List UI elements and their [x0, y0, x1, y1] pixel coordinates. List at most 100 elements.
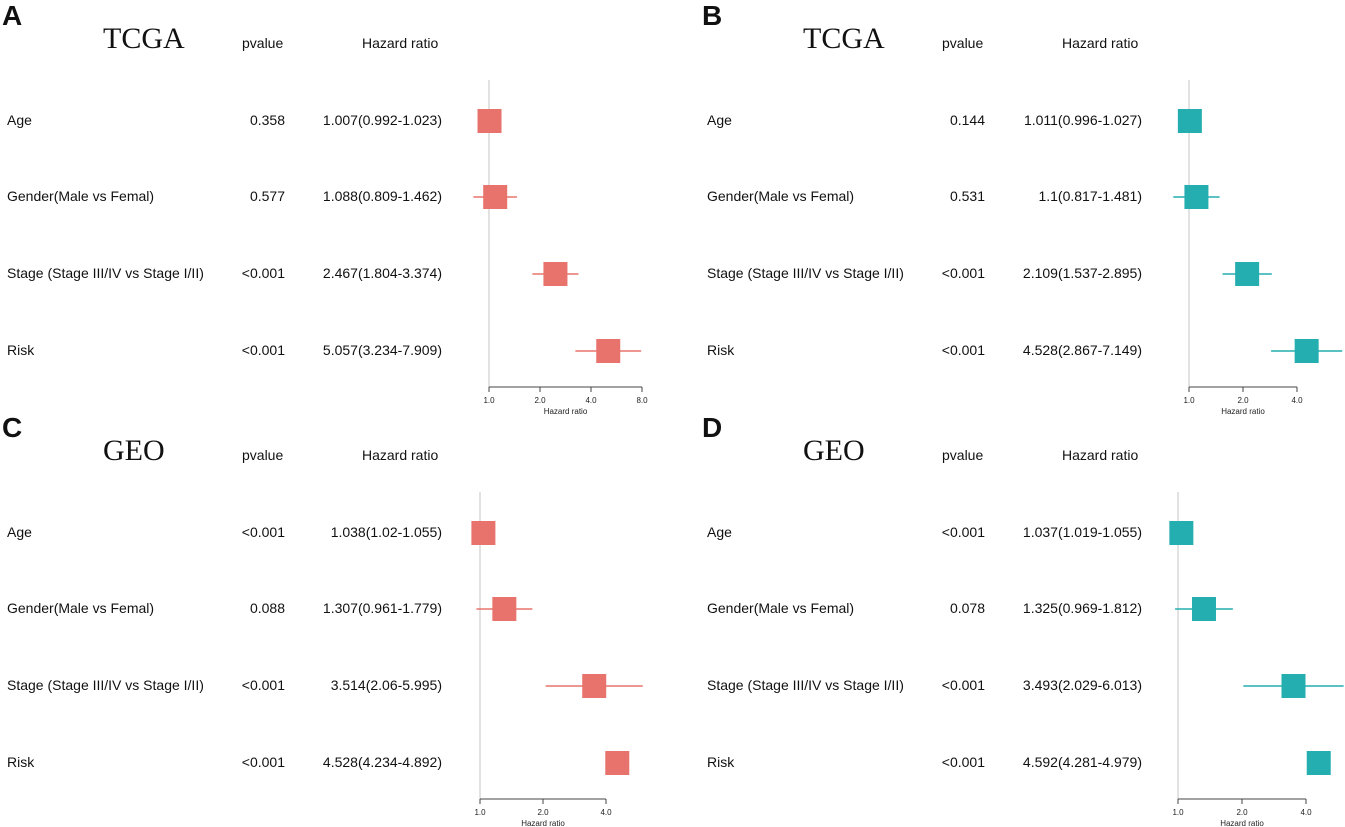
- hazard-ratio-value: 1.1(0.817-1.481): [1038, 188, 1142, 204]
- panel-letter: D: [702, 412, 723, 443]
- covariate-label: Stage (Stage III/IV vs Stage I/II): [707, 265, 904, 281]
- covariate-label: Gender(Male vs Femal): [707, 600, 855, 616]
- pvalue-value: 0.088: [249, 600, 285, 616]
- hazard-ratio-value: 1.038(1.02-1.055): [330, 524, 442, 540]
- hazard-ratio-value: 3.493(2.029-6.013): [1022, 677, 1142, 693]
- panel-d: D GEO pvalue Hazard ratio Age <0.001 1.037(1.0…: [700, 412, 1345, 827]
- cohort-title: GEO: [103, 434, 165, 467]
- forest-plot-svg: 1.0 2.0 4.0 8.0 Hazard ratio: [473, 80, 648, 416]
- hazard-ratio-value: 4.528(4.234-4.892): [322, 754, 442, 770]
- pvalue-value: <0.001: [941, 754, 985, 770]
- hazard-ratio-marker: [1306, 751, 1331, 775]
- pvalue-value: <0.001: [241, 265, 285, 281]
- hazard-ratio-column-header: Hazard ratio: [1062, 447, 1139, 463]
- pvalue-value: 0.358: [249, 112, 285, 128]
- hazard-ratio-marker: [477, 109, 502, 133]
- cohort-title: TCGA: [803, 22, 885, 55]
- panel-letter: A: [2, 0, 23, 31]
- cohort-title: TCGA: [103, 22, 185, 55]
- hazard-ratio-marker: [1169, 521, 1194, 545]
- x-tick-label: 8.0: [636, 396, 648, 405]
- covariate-label: Risk: [7, 754, 35, 770]
- covariate-label: Risk: [7, 342, 35, 358]
- covariate-label: Stage (Stage III/IV vs Stage I/II): [707, 677, 904, 693]
- x-tick-label: 1.0: [474, 808, 486, 817]
- covariate-label: Risk: [707, 342, 735, 358]
- panel-letter: B: [702, 0, 723, 31]
- hazard-ratio-marker: [483, 185, 508, 209]
- covariate-label: Stage (Stage III/IV vs Stage I/II): [7, 677, 204, 693]
- pvalue-column-header: pvalue: [942, 447, 984, 463]
- hazard-ratio-value: 1.037(1.019-1.055): [1022, 524, 1142, 540]
- x-tick-label: 4.0: [1300, 808, 1312, 817]
- pvalue-value: 0.577: [249, 188, 285, 204]
- pvalue-value: <0.001: [941, 342, 985, 358]
- covariate-label: Gender(Male vs Femal): [7, 188, 155, 204]
- covariate-label: Gender(Male vs Femal): [707, 188, 855, 204]
- x-tick-label: 4.0: [1291, 396, 1303, 405]
- hazard-ratio-marker: [1184, 185, 1209, 209]
- pvalue-value: 0.078: [949, 600, 985, 616]
- hazard-ratio-value: 3.514(2.06-5.995): [330, 677, 442, 693]
- covariate-label: Risk: [707, 754, 735, 770]
- covariate-label: Stage (Stage III/IV vs Stage I/II): [7, 265, 204, 281]
- panel-letter: C: [2, 412, 23, 443]
- hazard-ratio-marker: [1177, 109, 1202, 133]
- pvalue-column-header: pvalue: [942, 35, 984, 51]
- x-tick-label: 2.0: [1236, 808, 1248, 817]
- forest-plot-svg: 1.0 2.0 4.0 Hazard ratio: [471, 492, 643, 827]
- hazard-ratio-marker: [1191, 597, 1216, 621]
- hazard-ratio-marker: [492, 597, 517, 621]
- hazard-ratio-column-header: Hazard ratio: [362, 35, 439, 51]
- x-tick-label: 1.0: [483, 396, 495, 405]
- hazard-ratio-marker: [582, 674, 607, 698]
- hazard-ratio-value: 2.109(1.537-2.895): [1022, 265, 1142, 281]
- forest-plot-svg: 1.0 2.0 4.0 Hazard ratio: [1169, 492, 1344, 827]
- x-tick-label: 1.0: [1172, 808, 1184, 817]
- hazard-ratio-value: 1.007(0.992-1.023): [322, 112, 442, 128]
- x-axis-label: Hazard ratio: [1220, 819, 1264, 827]
- x-tick-label: 2.0: [537, 808, 549, 817]
- hazard-ratio-value: 1.307(0.961-1.779): [322, 600, 442, 616]
- x-tick-label: 1.0: [1183, 396, 1195, 405]
- pvalue-value: <0.001: [241, 677, 285, 693]
- x-axis-label: Hazard ratio: [521, 819, 565, 827]
- x-tick-label: 4.0: [600, 808, 612, 817]
- pvalue-column-header: pvalue: [242, 35, 284, 51]
- covariate-label: Age: [707, 524, 732, 540]
- hazard-ratio-column-header: Hazard ratio: [1062, 35, 1139, 51]
- pvalue-value: <0.001: [941, 265, 985, 281]
- pvalue-value: <0.001: [241, 342, 285, 358]
- x-tick-label: 4.0: [585, 396, 597, 405]
- covariate-label: Age: [7, 112, 32, 128]
- hazard-ratio-marker: [1235, 262, 1260, 286]
- panel-c: C GEO pvalue Hazard ratio Age <0.001 1.038(1.0…: [0, 412, 672, 827]
- pvalue-value: <0.001: [941, 524, 985, 540]
- hazard-ratio-value: 1.011(0.996-1.027): [1023, 112, 1142, 128]
- covariate-label: Gender(Male vs Femal): [7, 600, 155, 616]
- covariate-label: Age: [7, 524, 32, 540]
- pvalue-column-header: pvalue: [242, 447, 284, 463]
- covariate-label: Age: [707, 112, 732, 128]
- hazard-ratio-marker: [543, 262, 568, 286]
- panel-a: A TCGA pvalue Hazard ratio Age 0.358 1.007(0.9…: [0, 0, 672, 416]
- hazard-ratio-marker: [1281, 674, 1306, 698]
- x-tick-label: 2.0: [534, 396, 546, 405]
- hazard-ratio-value: 1.325(0.969-1.812): [1022, 600, 1142, 616]
- hazard-ratio-column-header: Hazard ratio: [362, 447, 439, 463]
- cohort-title: GEO: [803, 434, 865, 467]
- hazard-ratio-value: 4.592(4.281-4.979): [1022, 754, 1142, 770]
- pvalue-value: 0.144: [949, 112, 985, 128]
- hazard-ratio-marker: [605, 751, 630, 775]
- x-tick-label: 2.0: [1237, 396, 1249, 405]
- panel-b: B TCGA pvalue Hazard ratio Age 0.144 1.011(0.9…: [700, 0, 1345, 416]
- hazard-ratio-value: 2.467(1.804-3.374): [322, 265, 442, 281]
- hazard-ratio-marker: [1294, 339, 1319, 363]
- hazard-ratio-value: 1.088(0.809-1.462): [322, 188, 442, 204]
- forest-plot-svg: 1.0 2.0 4.0 Hazard ratio: [1173, 80, 1343, 416]
- hazard-ratio-marker: [471, 521, 496, 545]
- pvalue-value: <0.001: [941, 677, 985, 693]
- pvalue-value: <0.001: [241, 524, 285, 540]
- x-axis-label: Hazard ratio: [544, 407, 588, 416]
- hazard-ratio-value: 5.057(3.234-7.909): [322, 342, 442, 358]
